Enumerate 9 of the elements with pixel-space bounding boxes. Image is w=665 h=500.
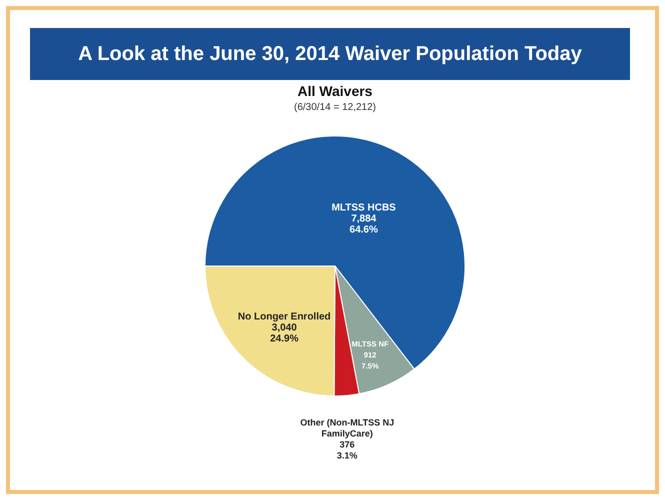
data-label: 376 3.1% — [336, 440, 358, 461]
data-label: 3,040 24.9% — [270, 322, 299, 344]
slice-label: MLTSS HCBS — [332, 202, 396, 214]
data-label: 7,884 64.6% — [350, 214, 378, 236]
chart-subtitle: All Waivers — [298, 83, 373, 99]
slice-label: No Longer Enrolled — [238, 311, 331, 322]
slice-label: Other (Non-MLTSS NJ FamilyCare) — [300, 418, 394, 439]
text: (6/30/14 = 12,212) — [294, 102, 376, 113]
chart-title: A Look at the June 30, 2014 Waiver Population Today — [30, 28, 630, 80]
